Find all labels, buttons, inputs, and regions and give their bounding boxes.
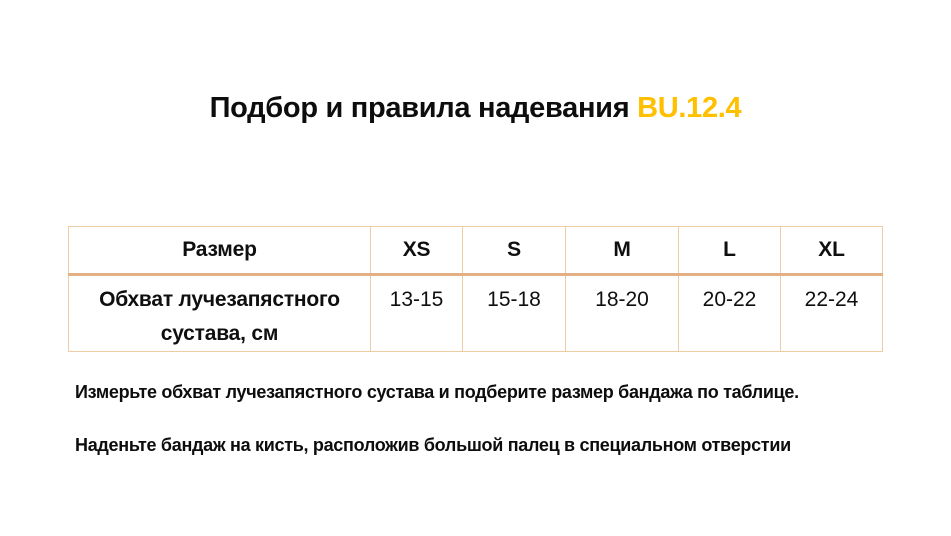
size-chart-header-l: L [678, 226, 781, 276]
instruction-put-on: Наденьте бандаж на кисть, расположив бол… [75, 435, 791, 455]
size-chart-header-size: Размер [68, 226, 371, 276]
page-title-text: Подбор и правила надевания [209, 92, 638, 124]
size-chart-header-xl: XL [780, 226, 883, 276]
size-chart-header-xs: XS [370, 226, 463, 276]
page-title-model-code: BU.12.4 [637, 92, 742, 124]
size-chart-row-label: Обхват лучезапястного сустава, см [68, 274, 371, 352]
size-chart-value-xs: 13-15 [370, 274, 463, 352]
size-chart-value-m: 18-20 [565, 274, 679, 352]
size-chart-value-xl: 22-24 [780, 274, 883, 352]
size-chart-header-m: M [565, 226, 679, 276]
size-chart-data-row: Обхват лучезапястного сустава, см 13-15 … [68, 274, 883, 352]
size-chart-header-s: S [462, 226, 566, 276]
size-chart-table: Размер XS S M L XL Обхват лучезапястного… [68, 226, 883, 352]
size-chart-header-row: Размер XS S M L XL [68, 226, 883, 276]
size-chart-value-l: 20-22 [678, 274, 781, 352]
page-title: Подбор и правила надевания BU.12.4 [0, 92, 951, 125]
instruction-measure: Измерьте обхват лучезапястного сустава и… [75, 382, 799, 402]
size-chart-value-s: 15-18 [462, 274, 566, 352]
